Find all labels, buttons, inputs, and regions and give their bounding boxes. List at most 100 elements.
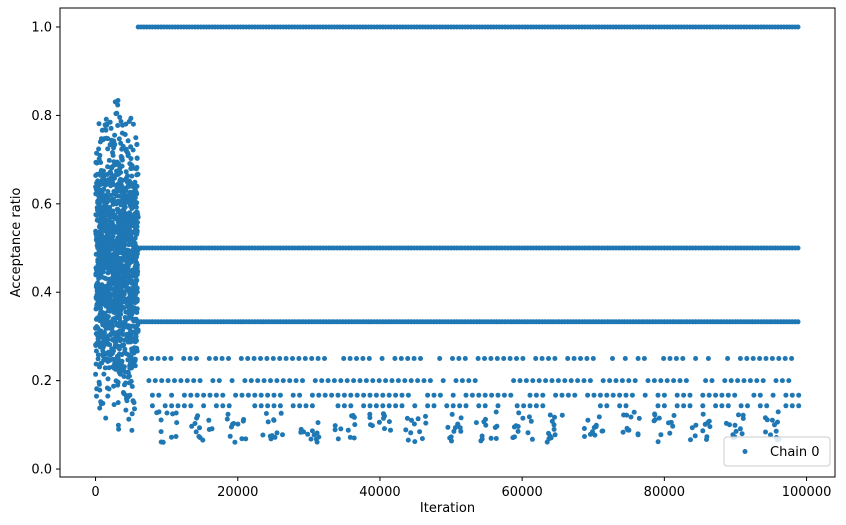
data-point <box>116 287 122 293</box>
data-point <box>631 409 637 415</box>
data-point <box>94 160 100 166</box>
data-point <box>110 150 115 155</box>
data-point <box>367 403 373 409</box>
data-point <box>108 183 114 189</box>
data-point <box>671 413 677 418</box>
data-point <box>658 432 664 438</box>
data-point <box>119 343 125 348</box>
data-point <box>409 417 414 423</box>
data-point <box>127 198 133 204</box>
data-point <box>293 378 299 384</box>
data-point <box>723 420 729 426</box>
data-point <box>107 352 113 358</box>
data-point <box>725 392 731 398</box>
data-point <box>117 319 123 325</box>
x-tick-label: 0 <box>91 485 99 500</box>
data-point <box>113 111 119 117</box>
data-point <box>571 356 577 361</box>
data-point <box>265 403 271 409</box>
data-point <box>350 413 356 418</box>
data-point <box>549 378 555 384</box>
data-point <box>322 356 327 361</box>
data-point <box>115 198 121 204</box>
data-point <box>265 392 271 398</box>
data-point <box>114 206 120 212</box>
data-point <box>750 356 756 361</box>
data-point <box>125 151 131 157</box>
y-tick-label: 1.0 <box>31 21 52 36</box>
data-point <box>671 378 677 384</box>
data-point <box>585 417 591 423</box>
data-point <box>335 436 341 442</box>
data-points <box>93 24 802 445</box>
data-point <box>344 378 350 384</box>
data-point <box>705 356 711 361</box>
data-point <box>164 410 170 416</box>
data-point <box>494 356 500 361</box>
data-point <box>130 219 136 225</box>
data-point <box>109 346 115 352</box>
data-point <box>610 356 615 361</box>
data-point <box>475 356 481 361</box>
data-point <box>421 378 427 384</box>
data-point <box>107 169 113 175</box>
data-point <box>118 185 124 191</box>
data-point <box>667 430 673 436</box>
data-point <box>280 432 285 438</box>
data-point <box>108 225 114 231</box>
data-point <box>453 378 459 384</box>
data-point <box>125 192 131 198</box>
data-point <box>112 286 118 292</box>
data-point <box>116 238 122 244</box>
data-point <box>398 356 404 361</box>
data-point <box>216 378 222 384</box>
data-point <box>93 371 99 377</box>
data-point <box>620 429 626 435</box>
data-point <box>516 410 522 416</box>
data-point <box>117 114 123 120</box>
data-point <box>235 421 241 427</box>
data-point <box>796 392 802 398</box>
data-point <box>287 378 293 384</box>
data-point <box>124 301 130 307</box>
data-point <box>106 157 112 163</box>
data-point <box>769 356 775 361</box>
data-point <box>175 403 181 409</box>
data-point <box>309 356 315 361</box>
data-point <box>274 378 280 384</box>
data-point <box>529 436 535 442</box>
data-point <box>255 378 261 384</box>
data-point <box>192 421 198 426</box>
data-point <box>459 378 465 384</box>
data-point <box>309 403 315 409</box>
data-point <box>162 356 167 361</box>
data-point <box>121 305 127 311</box>
data-point <box>444 403 450 409</box>
data-point <box>661 356 667 361</box>
data-point <box>261 378 267 384</box>
data-point <box>129 205 135 210</box>
data-point <box>581 426 587 431</box>
data-point <box>658 378 664 384</box>
data-point <box>101 240 106 246</box>
data-point <box>501 356 507 361</box>
data-point <box>115 359 121 365</box>
data-point <box>93 173 99 178</box>
data-point <box>134 296 140 302</box>
data-point <box>408 430 414 436</box>
data-point <box>130 147 136 153</box>
data-point <box>367 392 373 398</box>
data-point <box>308 436 314 442</box>
data-point <box>489 392 495 398</box>
data-point <box>341 392 347 398</box>
data-point <box>125 316 131 321</box>
data-point <box>539 356 545 361</box>
data-point <box>511 424 517 430</box>
data-point <box>181 392 187 398</box>
data-point <box>95 245 101 251</box>
data-point <box>165 378 171 384</box>
data-point <box>311 432 317 438</box>
data-point <box>115 400 121 406</box>
data-point <box>290 403 296 409</box>
data-point <box>106 177 112 183</box>
